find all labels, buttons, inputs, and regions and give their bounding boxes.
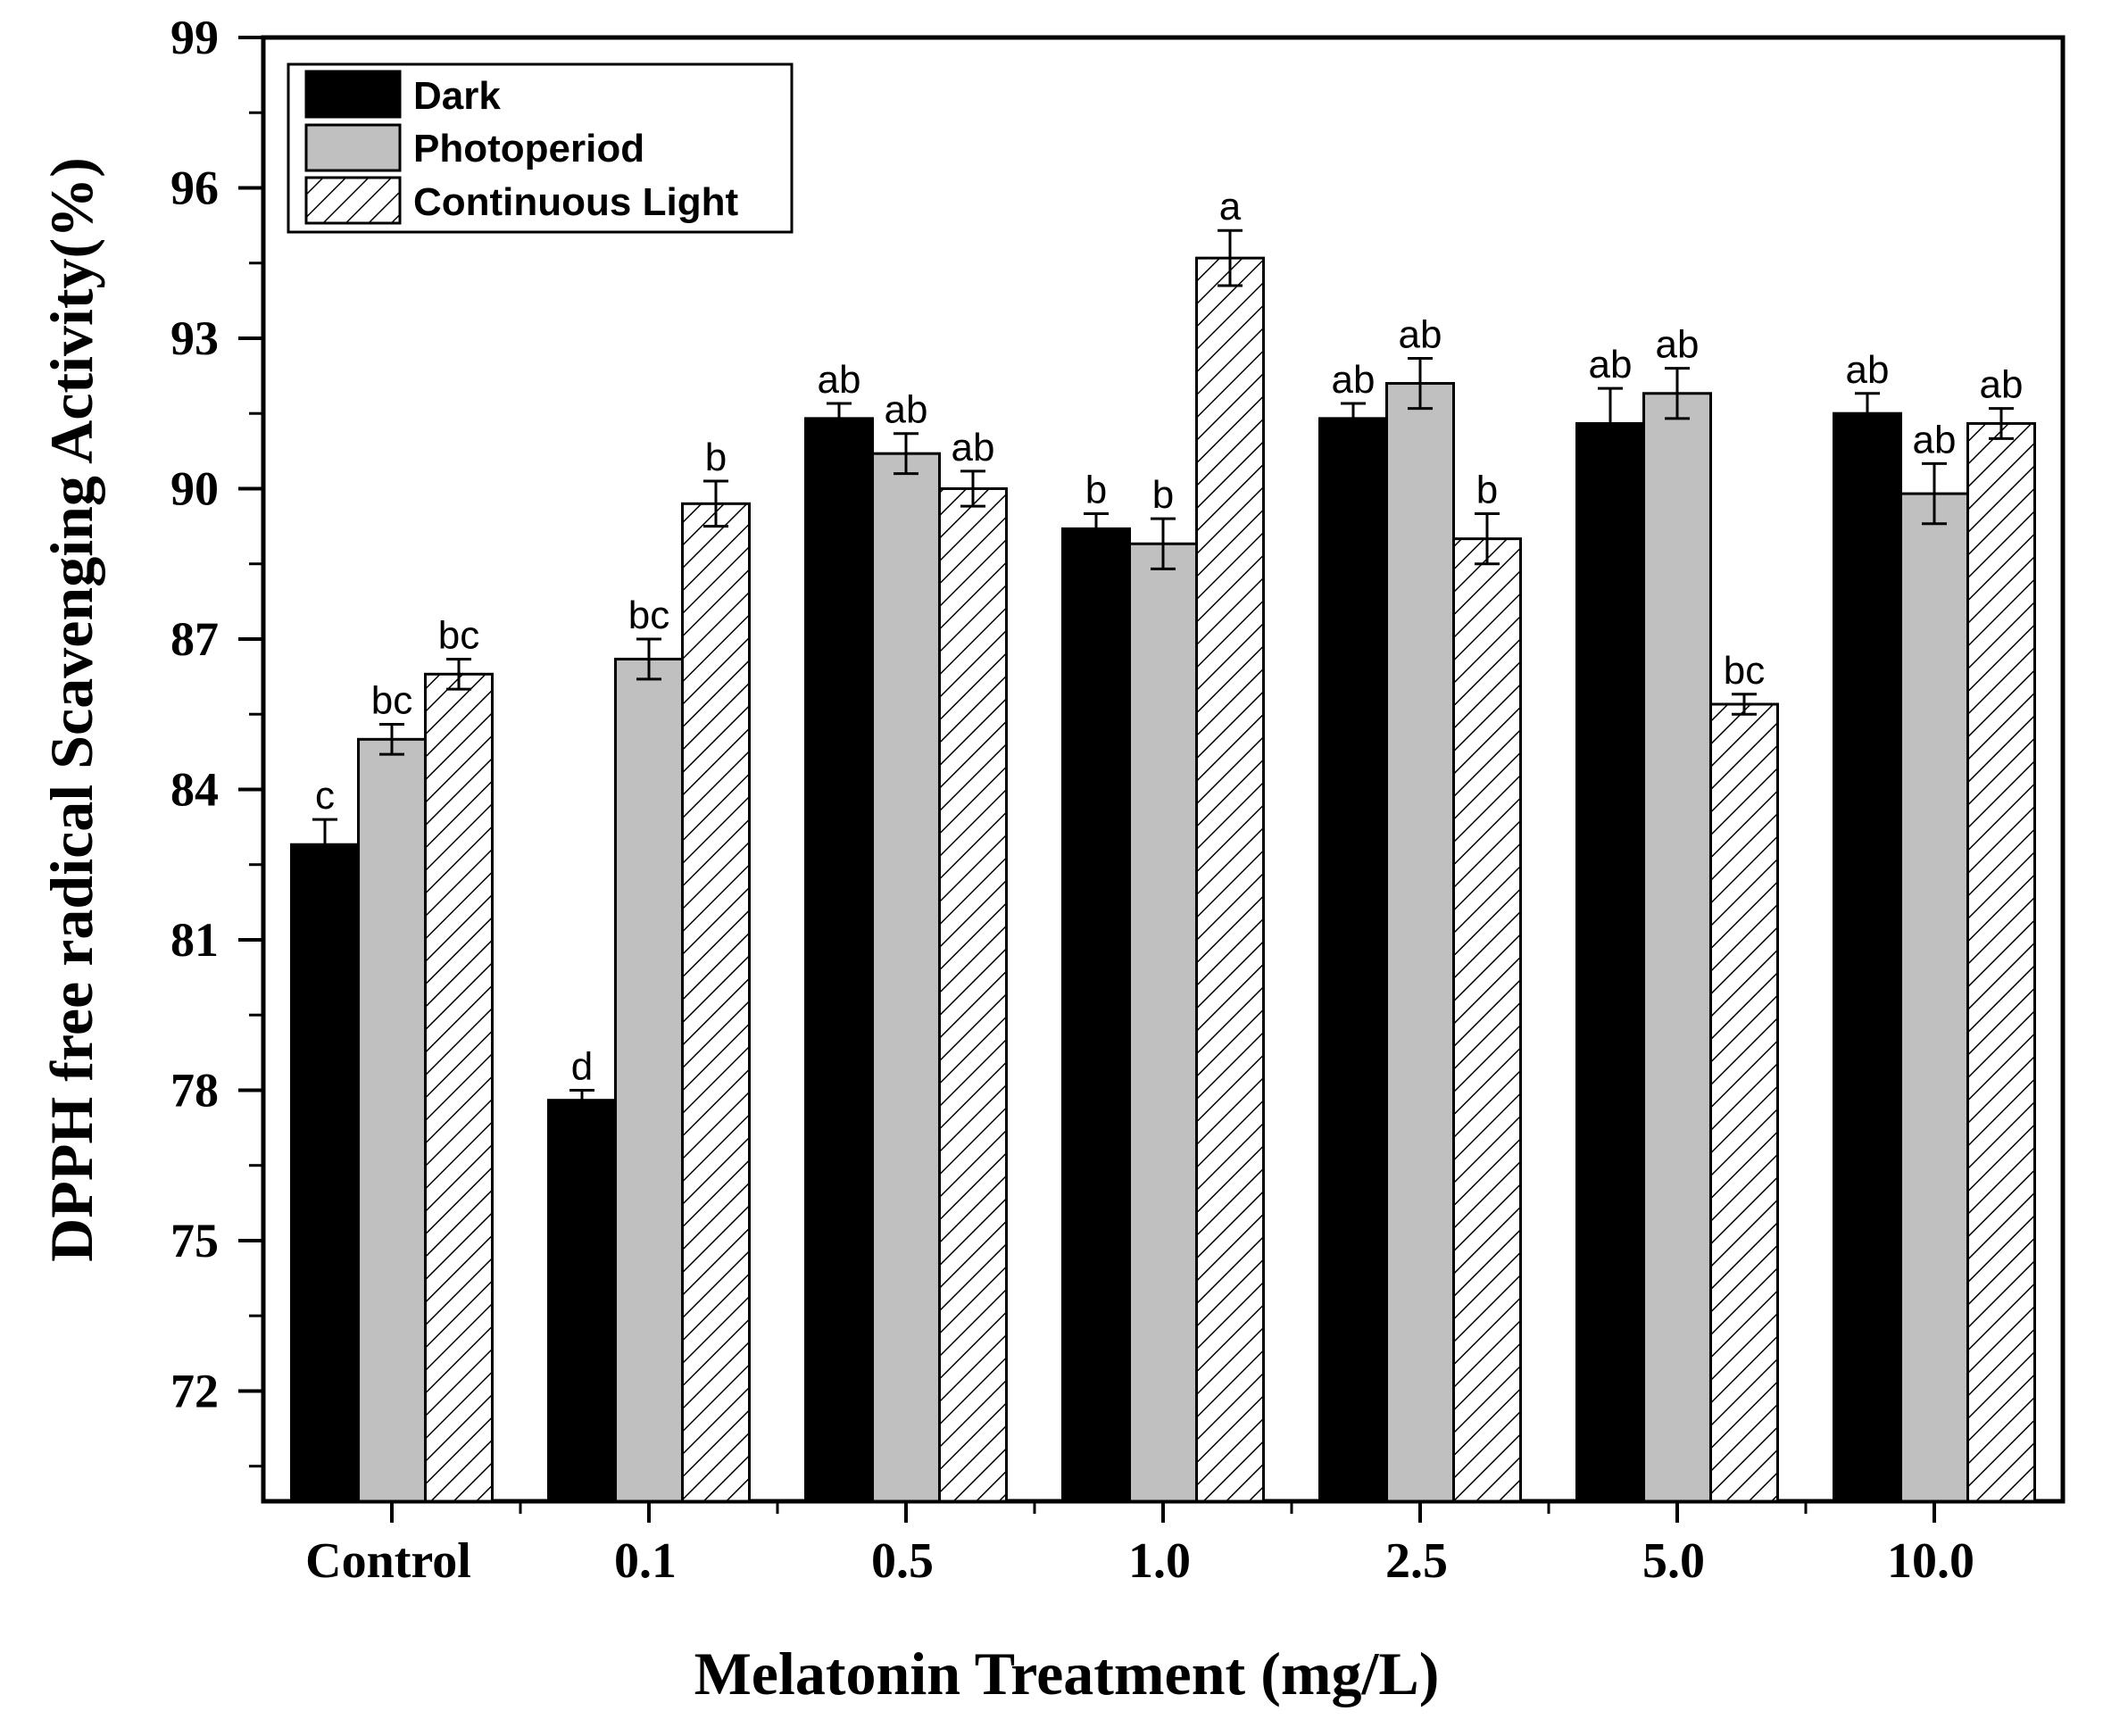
x-axis-title: Melatonin Treatment (mg/L) xyxy=(694,1640,1440,1707)
sig-label-continuous-light-5-0: bc xyxy=(1724,649,1765,693)
sig-label-continuous-light-10-0: ab xyxy=(1980,363,2024,407)
bar-dark-0-1 xyxy=(549,1101,616,1501)
sig-label-photoperiod-0-5: ab xyxy=(885,388,928,432)
x-tick-label-0-5: 0.5 xyxy=(871,1533,934,1589)
bar-photoperiod-0-1 xyxy=(616,659,683,1501)
legend-swatch-continuous-light xyxy=(306,178,400,223)
sig-label-dark-10-0: ab xyxy=(1846,348,1890,392)
y-tick-label: 84 xyxy=(170,762,219,816)
bar-dark-2-5 xyxy=(1320,419,1387,1501)
legend-label-continuous-light: Continuous Light xyxy=(413,180,738,224)
legend-swatch-dark xyxy=(306,71,400,117)
sig-label-continuous-light-2-5: b xyxy=(1476,469,1498,512)
bar-continuous-light-0-1 xyxy=(683,503,750,1501)
sig-label-continuous-light-control: bc xyxy=(438,613,479,657)
sig-label-dark-control: c xyxy=(315,774,335,818)
legend: Dark Photoperiod Continuous Light xyxy=(288,64,792,232)
y-tick-label: 72 xyxy=(170,1364,219,1417)
legend-label-photoperiod: Photoperiod xyxy=(413,127,644,170)
bar-dark-1-0 xyxy=(1063,528,1130,1501)
legend-swatch-photoperiod xyxy=(306,125,400,170)
bar-dark-0-5 xyxy=(806,419,873,1501)
y-tick-label: 99 xyxy=(170,11,219,64)
y-tick-label: 96 xyxy=(170,161,219,214)
y-axis-title: DPPH free radical Scavenging Activity(%) xyxy=(37,157,105,1262)
sig-label-continuous-light-1-0: a xyxy=(1219,185,1242,228)
y-tick-label: 87 xyxy=(170,612,219,666)
sig-label-photoperiod-10-0: ab xyxy=(1913,418,1957,461)
chart: 72 75 78 81 84 87 90 93 96 99 Control 0.1 0.5 1.0 2.5… xyxy=(0,0,2103,1736)
x-tick-label-1-0: 1.0 xyxy=(1128,1533,1191,1589)
sig-label-photoperiod-control: bc xyxy=(371,678,412,722)
sig-label-dark-0-1: d xyxy=(571,1044,593,1088)
sig-label-photoperiod-5-0: ab xyxy=(1656,323,1700,367)
x-tick-label-5-0: 5.0 xyxy=(1642,1533,1705,1589)
bar-dark-control xyxy=(292,844,359,1501)
bar-dark-10-0 xyxy=(1834,413,1901,1501)
y-tick-label: 90 xyxy=(170,461,219,515)
bar-continuous-light-5-0 xyxy=(1711,704,1778,1501)
sig-label-dark-2-5: ab xyxy=(1332,358,1376,402)
sig-label-continuous-light-0-1: b xyxy=(705,436,727,479)
bar-dark-5-0 xyxy=(1577,423,1644,1501)
x-tick-label-control: Control xyxy=(305,1533,471,1589)
y-tick-label: 75 xyxy=(170,1214,219,1267)
sig-label-dark-5-0: ab xyxy=(1589,343,1633,386)
sig-label-dark-0-5: ab xyxy=(818,358,861,402)
bar-continuous-light-2-5 xyxy=(1454,539,1521,1501)
bar-photoperiod-control xyxy=(359,739,426,1501)
y-tick-label: 81 xyxy=(170,913,219,967)
bar-photoperiod-5-0 xyxy=(1644,394,1711,1501)
x-axis: Control 0.1 0.5 1.0 2.5 5.0 10.0 xyxy=(305,1501,1974,1589)
sig-label-dark-1-0: b xyxy=(1085,469,1107,512)
bars-group xyxy=(292,258,2035,1501)
sig-label-photoperiod-2-5: ab xyxy=(1399,312,1442,356)
sig-label-continuous-light-0-5: ab xyxy=(952,426,995,469)
bar-photoperiod-2-5 xyxy=(1387,384,1454,1501)
y-tick-label: 78 xyxy=(170,1063,219,1117)
y-tick-label: 93 xyxy=(170,311,219,365)
bar-continuous-light-10-0 xyxy=(1968,423,2035,1501)
legend-label-dark: Dark xyxy=(413,74,501,118)
bar-continuous-light-1-0 xyxy=(1197,258,1264,1501)
bar-photoperiod-0-5 xyxy=(873,453,940,1501)
x-tick-label-0-1: 0.1 xyxy=(614,1533,677,1589)
y-axis: 72 75 78 81 84 87 90 93 96 99 xyxy=(170,11,263,1466)
x-tick-label-10-0: 10.0 xyxy=(1887,1533,1974,1589)
x-tick-label-2-5: 2.5 xyxy=(1385,1533,1448,1589)
bar-photoperiod-10-0 xyxy=(1901,494,1968,1501)
bar-continuous-light-control xyxy=(426,674,493,1501)
sig-label-photoperiod-0-1: bc xyxy=(628,594,669,637)
sig-label-photoperiod-1-0: b xyxy=(1152,473,1174,517)
bar-continuous-light-0-5 xyxy=(940,488,1007,1501)
bar-photoperiod-1-0 xyxy=(1130,544,1197,1501)
